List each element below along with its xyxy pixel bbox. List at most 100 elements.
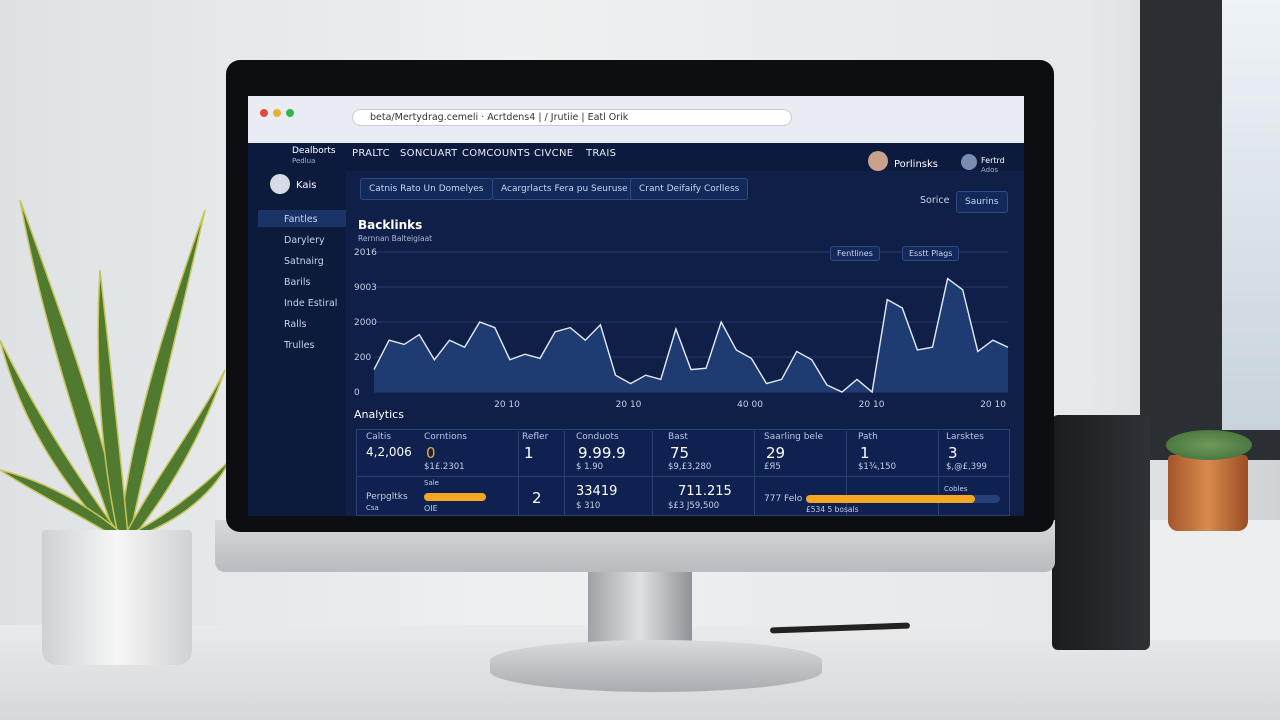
filter-button[interactable]: Catnis Rato Un Domelyes	[360, 178, 493, 200]
screen: beta/Mertydrag.cemeli · Acrtdens4 | / Jr…	[248, 96, 1024, 516]
window-dot	[286, 109, 294, 117]
url: beta/Mertydrag.cemeli · Acrtdens4 | / Jr…	[370, 112, 629, 123]
account-name[interactable]: Fertrd	[981, 156, 1005, 165]
window-dot	[273, 109, 281, 117]
x-axis-label: 20 10	[980, 400, 1006, 410]
filter-button[interactable]: Crant Deifaify Corlless	[630, 178, 749, 200]
chart-control[interactable]: Fentlines	[830, 246, 880, 261]
cell-sub: £Я5	[764, 462, 781, 472]
cell-header: Caltis	[366, 432, 392, 442]
sidebar-item[interactable]: Fantles	[284, 214, 318, 225]
cell-header: Larsktes	[946, 432, 984, 442]
y-axis-label: 0	[354, 388, 360, 398]
x-axis-label: 20 10	[859, 400, 885, 410]
cell-value: 75	[670, 444, 690, 462]
section-title: Analytics	[354, 408, 404, 421]
brand: Dealborts	[292, 146, 336, 156]
account-sub: Ados	[981, 166, 999, 174]
plant-pot	[42, 530, 192, 665]
bar-sub: OIE	[424, 504, 438, 513]
y-axis-label: 200	[354, 353, 371, 363]
window-dot	[260, 109, 268, 117]
cell-value: 711.215	[678, 484, 732, 499]
cell-sub: $ 1.90	[576, 462, 604, 472]
sidebar-item[interactable]: Trulles	[284, 340, 315, 351]
column-divider	[518, 431, 519, 516]
row-label-sub: Csa	[366, 504, 379, 512]
chart-control[interactable]: Esstt Plags	[902, 246, 960, 261]
area	[374, 278, 1008, 392]
line	[373, 277, 1009, 394]
cell-value: 29	[766, 444, 786, 462]
nav-item[interactable]: PRALTC	[352, 148, 390, 159]
cell-header: Path	[858, 432, 878, 442]
cell-header: Refler	[522, 432, 549, 442]
cell-value: 9.99.9	[578, 444, 626, 462]
y-axis-label: 9003	[354, 283, 377, 293]
sidebar-item[interactable]: Satnairg	[284, 256, 324, 267]
cell-sub: $1¾,150	[858, 462, 896, 472]
row-label: Perpgltks	[366, 492, 408, 502]
column-divider	[754, 431, 755, 516]
action-button[interactable]: Saurins	[956, 191, 1008, 213]
cell-sub: $ 310	[576, 501, 601, 511]
column-divider	[652, 431, 653, 516]
top-nav	[248, 143, 1024, 171]
row-label: 777 Felo	[764, 494, 803, 504]
sidebar-item[interactable]: Darylery	[284, 235, 325, 246]
cell-sub: $£3 J59,500	[668, 501, 720, 511]
cell-value: 2	[532, 489, 542, 507]
avatar	[868, 151, 888, 171]
cell-header: Corntions	[424, 432, 467, 442]
progress-bar	[806, 495, 975, 503]
column-divider	[564, 431, 565, 516]
address-field[interactable]	[352, 109, 792, 126]
window-glass	[1222, 0, 1280, 430]
x-axis-label: 40 00	[737, 400, 763, 410]
avatar	[270, 174, 290, 194]
monitor-base	[490, 640, 822, 692]
sidebar-item[interactable]: Ralls	[284, 319, 307, 330]
user-name[interactable]: Porlinsks	[894, 159, 939, 170]
nav-item[interactable]: SONCUART	[400, 148, 458, 159]
chart-title: Backlinks	[358, 218, 423, 232]
filter-button[interactable]: Acargrlacts Fera pu Seuruse	[492, 178, 637, 200]
sidebar-active	[258, 210, 346, 227]
y-axis-label: 2016	[354, 248, 377, 258]
nav-item[interactable]: TRAIS	[586, 148, 617, 159]
progress-bar	[424, 493, 486, 501]
bar-sub: £534 5 bosals	[806, 505, 859, 514]
nav-item[interactable]: CIVCNE	[534, 148, 574, 159]
sidebar-item[interactable]: Barils	[284, 277, 311, 288]
shelf	[1150, 520, 1280, 640]
cell-value: 4,2,006	[366, 445, 412, 459]
sidebar-item[interactable]: Inde Estiral	[284, 298, 338, 309]
cell-sub: $9,£3,280	[668, 462, 712, 472]
speaker	[1052, 415, 1150, 650]
sidebar	[248, 171, 346, 516]
copper-pot	[1168, 455, 1248, 531]
cell-header: Bast	[668, 432, 688, 442]
cell-value: 1	[860, 444, 870, 462]
monitor-neck	[588, 568, 692, 648]
cell-sub: $1£.2301	[424, 462, 465, 472]
cell-value: 33419	[576, 484, 618, 499]
chart-subtitle: Rernnan Balteiglaat	[358, 234, 433, 243]
bar-label: Sale	[424, 479, 439, 487]
sidebar-user: Kais	[296, 180, 317, 191]
column-divider	[846, 431, 847, 516]
cell-header: Conduots	[576, 432, 619, 442]
cell-value: 3	[948, 444, 958, 462]
brand-sub: Pedlua	[292, 157, 316, 165]
y-axis-label: 2000	[354, 318, 377, 328]
plant-leaves	[0, 199, 230, 539]
x-axis-label: 20 10	[494, 400, 520, 410]
row-divider	[356, 476, 1010, 477]
x-axis-label: 20 10	[616, 400, 642, 410]
avatar	[961, 154, 977, 170]
small-plant	[1166, 430, 1252, 460]
column-divider	[938, 431, 939, 516]
action-label: Sorice	[920, 195, 950, 206]
nav-item[interactable]: COMCOUNTS	[462, 148, 531, 159]
